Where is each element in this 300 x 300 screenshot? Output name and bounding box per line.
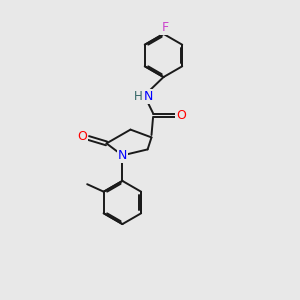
Text: F: F [161, 21, 169, 34]
Text: O: O [77, 130, 87, 143]
Text: O: O [176, 109, 186, 122]
Text: N: N [118, 149, 127, 163]
Text: H: H [134, 90, 142, 103]
Text: N: N [144, 90, 154, 103]
